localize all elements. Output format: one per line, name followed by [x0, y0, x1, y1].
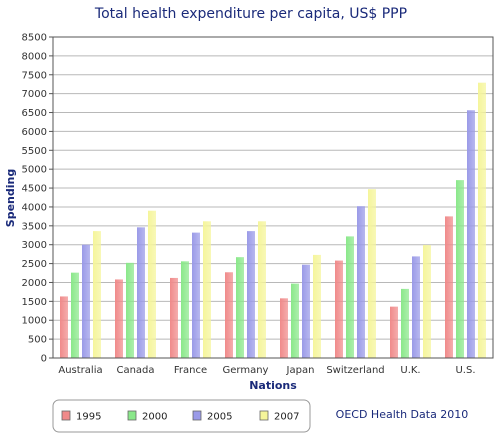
y-tick-label: 6000 [22, 127, 47, 138]
bar-2000-us [456, 180, 464, 358]
x-tick-label: U.S. [455, 365, 475, 376]
x-tick-label: Australia [58, 365, 102, 376]
y-tick-label: 1500 [22, 297, 47, 308]
bar-2005-germany [247, 231, 255, 358]
bar-2000-germany [236, 257, 244, 358]
legend-swatch-1995 [61, 410, 71, 421]
legend-label-1995: 1995 [76, 412, 101, 423]
bar-1995-japan [280, 298, 288, 358]
y-tick-label: 3000 [22, 240, 47, 251]
y-axis-ticks: 0 500 1000 1500 2000 2500 3000 3500 4000 4500 5000… [22, 33, 53, 365]
bar-2005-france [192, 232, 200, 358]
y-tick-label: 8000 [22, 51, 47, 62]
y-tick-label: 500 [28, 335, 47, 346]
bar-2005-australia [82, 244, 90, 358]
legend-label-2007: 2007 [274, 412, 299, 423]
bar-1995-canada [115, 279, 123, 358]
bar-2000-australia [71, 272, 79, 358]
legend: 1995 2000 2005 2007 [61, 410, 299, 423]
bar-2000-japan [291, 283, 299, 358]
bar-2000-switzerland [346, 236, 354, 358]
y-tick-label: 4500 [22, 184, 47, 195]
y-tick-label: 1000 [22, 316, 47, 327]
y-tick-label: 4000 [22, 202, 47, 213]
legend-swatch-2007 [259, 410, 269, 421]
x-tick-label: Japan [286, 365, 315, 376]
chart-title: Total health expenditure per capita, US$… [94, 6, 407, 22]
y-tick-label: 7500 [22, 70, 47, 81]
bar-2007-switzerland [368, 189, 376, 358]
legend-label-2000: 2000 [142, 412, 167, 423]
bar-2007-germany [258, 221, 266, 358]
bar-1995-france [170, 277, 178, 358]
y-tick-label: 8500 [22, 33, 47, 44]
bar-2007-australia [93, 231, 101, 358]
bar-2007-canada [148, 210, 156, 358]
x-tick-label: Switzerland [326, 365, 384, 376]
bar-2005-japan [302, 264, 310, 358]
y-tick-label: 6500 [22, 108, 47, 119]
y-tick-label: 2500 [22, 259, 47, 270]
source-note: OECD Health Data 2010 [336, 408, 469, 421]
bar-1995-australia [60, 296, 68, 358]
bar-2000-canada [126, 262, 134, 358]
legend-swatch-2000 [127, 410, 137, 421]
x-tick-label: Canada [116, 365, 154, 376]
bar-1995-switzerland [335, 260, 343, 358]
y-axis-title: Spending [4, 169, 17, 227]
x-tick-label: U.K. [400, 365, 420, 376]
bars [60, 82, 486, 359]
bar-1995-germany [225, 272, 233, 358]
x-axis-title: Nations [249, 379, 297, 392]
bar-2000-uk [401, 288, 409, 358]
y-tick-label: 5500 [22, 146, 47, 157]
bar-1995-uk [390, 306, 398, 358]
x-tick-label: Germany [223, 365, 269, 376]
bar-2005-uk [412, 256, 420, 358]
bar-2000-france [181, 261, 189, 358]
legend-label-2005: 2005 [207, 412, 232, 423]
gridlines [53, 55, 493, 340]
legend-swatch-2005 [192, 410, 202, 421]
bar-2007-france [203, 221, 211, 358]
y-tick-label: 7000 [22, 89, 47, 100]
bar-2007-japan [313, 254, 321, 358]
plot-frame [52, 36, 494, 359]
bar-2005-canada [137, 227, 145, 358]
x-tick-label: France [174, 365, 207, 376]
y-tick-label: 2000 [22, 278, 47, 289]
y-tick-label: 5000 [22, 165, 47, 176]
y-tick-label: 0 [41, 354, 47, 365]
y-tick-label: 3500 [22, 221, 47, 232]
x-axis-ticks: Australia Canada France Germany Japan Switzer… [58, 365, 475, 376]
legend-box [52, 399, 311, 433]
bar-2007-uk [423, 245, 431, 358]
bar-2007-us [478, 82, 486, 358]
bar-1995-us [445, 216, 453, 358]
bar-2005-switzerland [357, 206, 365, 358]
bar-2005-us [467, 110, 475, 359]
